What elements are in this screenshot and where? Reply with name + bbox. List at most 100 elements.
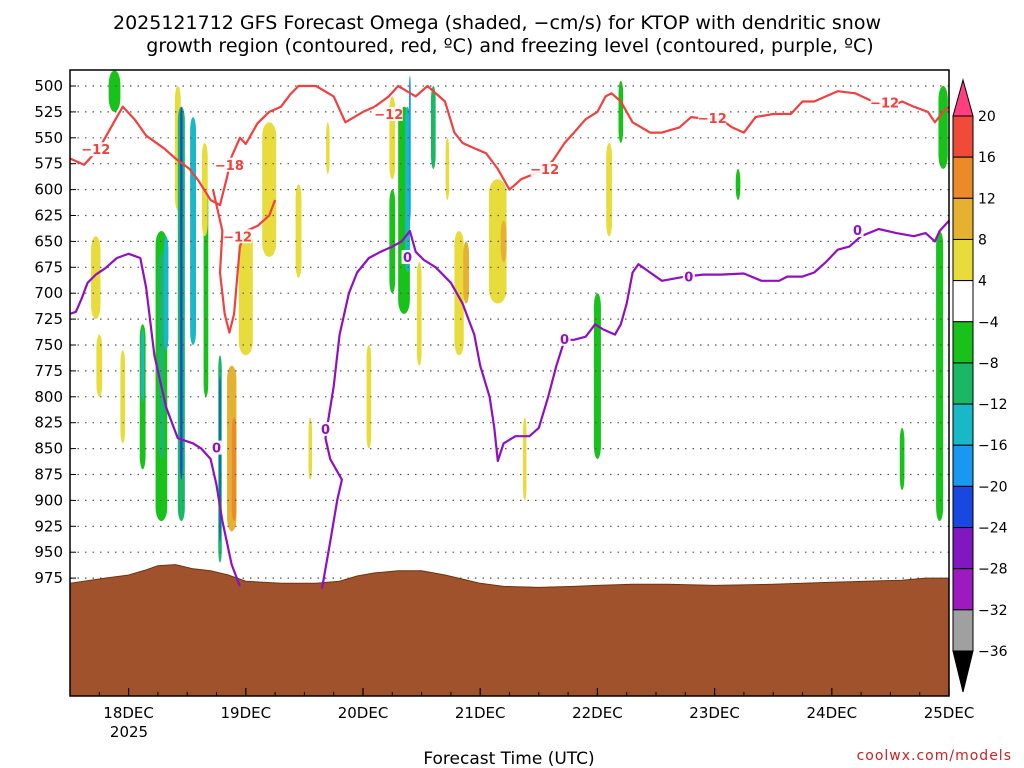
- colorbar-box: [952, 444, 974, 487]
- freezing-level-label-bg: [210, 440, 223, 455]
- freezing-level-label: 0: [560, 333, 569, 348]
- snow-growth-label-bg: [374, 107, 403, 122]
- snow-growth-label-bg: [698, 111, 727, 126]
- colorbar-box: [952, 156, 974, 199]
- omega-cell: [219, 376, 221, 542]
- omega-cell: [936, 231, 944, 522]
- y-tick-label: 825: [34, 414, 63, 432]
- omega-cell: [231, 417, 237, 522]
- snow-growth-label: −12: [374, 108, 403, 123]
- y-tick-label: 950: [34, 543, 63, 561]
- chart-title-line-1: 2025121712 GFS Forecast Omega (shaded, −…: [113, 12, 881, 34]
- omega-cell: [163, 236, 169, 351]
- omega-cell: [593, 293, 601, 459]
- x-tick-label: 21DEC: [455, 704, 506, 722]
- omega-cell: [500, 220, 507, 263]
- y-tick-label: 700: [34, 284, 63, 302]
- x-year-label: 2025: [110, 723, 148, 741]
- snow-growth-label: −12: [530, 163, 559, 178]
- colorbar-label: −12: [978, 397, 1008, 413]
- snow-growth-label-bg: [215, 157, 244, 172]
- colorbar-box: [952, 568, 974, 611]
- snow-growth-label: −12: [81, 143, 110, 158]
- y-tick-label: 625: [34, 207, 63, 225]
- colorbar-top-triangle: [952, 78, 974, 117]
- colorbar-label: 8: [978, 232, 987, 248]
- y-tick-label: 650: [34, 232, 63, 250]
- y-tick-label: 900: [34, 491, 63, 509]
- colorbar-box: [952, 280, 974, 323]
- snow-growth-contour: [211, 189, 277, 334]
- snow-growth-label: −12: [870, 97, 899, 112]
- x-tick-label: 19DEC: [221, 704, 272, 722]
- y-tick-label: 525: [34, 103, 63, 121]
- omega-cell: [91, 236, 101, 320]
- colorbar-box: [952, 362, 974, 405]
- colorbar: 20 16 12 8 4 −4 −8 −12 −16 −20 −24 −28 −32 −36: [952, 78, 1008, 693]
- colorbar-box: [952, 197, 974, 240]
- colorbar-box: [952, 527, 974, 570]
- colorbar-box: [952, 115, 974, 158]
- snow-growth-contour: [69, 84, 950, 207]
- omega-cell: [463, 241, 470, 304]
- freezing-level-label-bg: [558, 331, 571, 346]
- freezing-level-label-bg: [851, 223, 864, 238]
- y-tick-label: 500: [34, 77, 63, 95]
- omega-cell: [606, 142, 613, 237]
- snow-growth-label: −12: [698, 112, 727, 127]
- omega-cell: [108, 70, 121, 112]
- colorbar-label: −32: [978, 603, 1008, 619]
- freezing-level-label-bg: [401, 249, 414, 264]
- x-tick-label: 24DEC: [807, 704, 858, 722]
- omega-cell: [326, 122, 330, 175]
- y-tick-label: 550: [34, 129, 63, 147]
- snow-growth-label-bg: [223, 229, 252, 244]
- omega-cell: [430, 86, 436, 169]
- colorbar-label: 12: [978, 191, 996, 207]
- omega-cell: [938, 86, 948, 169]
- omega-cell: [454, 231, 464, 356]
- omega-cell: [389, 189, 396, 294]
- colorbar-label: −4: [978, 315, 999, 331]
- chart-title-line-2: growth region (contoured, red, ºC) and f…: [146, 35, 873, 57]
- colorbar-label: 16: [978, 150, 996, 166]
- y-tick-label: 775: [34, 362, 63, 380]
- omega-cell: [141, 329, 145, 402]
- terrain-layer: [69, 564, 950, 697]
- omega-cell: [618, 80, 624, 143]
- freezing-level-label: 0: [403, 251, 412, 266]
- terrain-fill: [69, 564, 950, 697]
- freezing-level-label-bg: [682, 269, 695, 284]
- omega-cell: [96, 334, 103, 397]
- y-tick-label: 800: [34, 388, 63, 406]
- omega-cell: [735, 168, 741, 200]
- colorbar-label: −20: [978, 479, 1008, 495]
- omega-cell: [238, 231, 253, 356]
- y-tick-label: 575: [34, 155, 63, 173]
- omega-cell: [295, 184, 302, 278]
- colorbar-box: [952, 238, 974, 282]
- snow-growth-label-bg: [530, 161, 559, 176]
- y-tick-label: 725: [34, 310, 63, 328]
- omega-cell: [899, 427, 905, 491]
- freezing-level-label: 0: [212, 442, 221, 457]
- colorbar-box: [952, 403, 974, 446]
- y-tick-label: 925: [34, 517, 63, 535]
- snow-growth-label: −12: [223, 230, 252, 245]
- freezing-level-contour: [69, 252, 241, 587]
- y-tick-label: 850: [34, 440, 63, 458]
- omega-cell: [409, 75, 411, 221]
- colorbar-label: −8: [978, 356, 999, 372]
- omega-cell: [262, 122, 277, 257]
- colorbar-box: [952, 609, 974, 652]
- colorbar-label: −16: [978, 438, 1008, 454]
- freezing-level-label: 0: [321, 423, 330, 438]
- credit-text: coolwx.com/models: [857, 748, 1012, 764]
- colorbar-box: [952, 321, 974, 364]
- omega-cell: [445, 137, 450, 200]
- colorbar-label: −36: [978, 644, 1008, 660]
- contour-labels: −12 −18 −12 −12 −12 −12 −12 0 0 0 0 0 0: [81, 95, 899, 457]
- omega-cell: [522, 417, 527, 501]
- y-tick-label: 975: [34, 569, 63, 587]
